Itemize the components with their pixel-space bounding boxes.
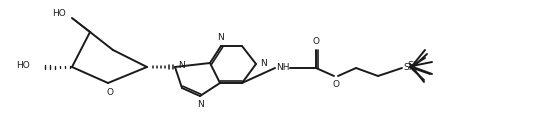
Text: N: N <box>217 33 224 42</box>
Polygon shape <box>71 18 92 32</box>
Text: N: N <box>178 62 185 70</box>
Text: O: O <box>332 80 339 89</box>
Text: HO: HO <box>16 62 30 70</box>
Text: NH: NH <box>276 63 290 72</box>
Text: N: N <box>197 100 203 109</box>
Text: Si: Si <box>404 63 412 72</box>
Text: HO: HO <box>52 10 66 18</box>
Text: N: N <box>260 60 267 69</box>
Text: O: O <box>107 88 114 97</box>
Text: Si: Si <box>408 62 416 70</box>
Text: O: O <box>312 37 319 46</box>
